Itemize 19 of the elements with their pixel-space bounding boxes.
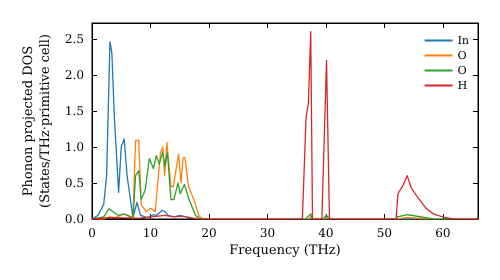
y-tick-label: 2.5 [64, 32, 84, 46]
y-tick-label: 2.0 [64, 68, 84, 82]
x-axis-title: Frequency (THz) [229, 242, 341, 258]
x-tick-label: 20 [201, 226, 217, 240]
x-tick-label: 10 [142, 226, 158, 240]
x-tick-label: 0 [88, 226, 96, 240]
y-tick-label: 1.0 [64, 140, 84, 154]
y-tick-label: 1.5 [64, 104, 84, 118]
x-tick-label: 40 [318, 226, 334, 240]
legend-label: H [458, 79, 468, 92]
x-tick-label: 60 [435, 226, 451, 240]
x-tick-label: 50 [376, 226, 392, 240]
y-axis-title: Phonon projected DOS (States/THz·primitive cell) [21, 34, 54, 208]
legend-label: In [458, 34, 470, 47]
y-tick-label: 0.5 [64, 176, 84, 190]
y-tick-label: 0.0 [64, 212, 84, 226]
legend-label: O [458, 49, 467, 62]
x-tick-label: 30 [260, 226, 276, 240]
legend-label: O [458, 64, 467, 77]
